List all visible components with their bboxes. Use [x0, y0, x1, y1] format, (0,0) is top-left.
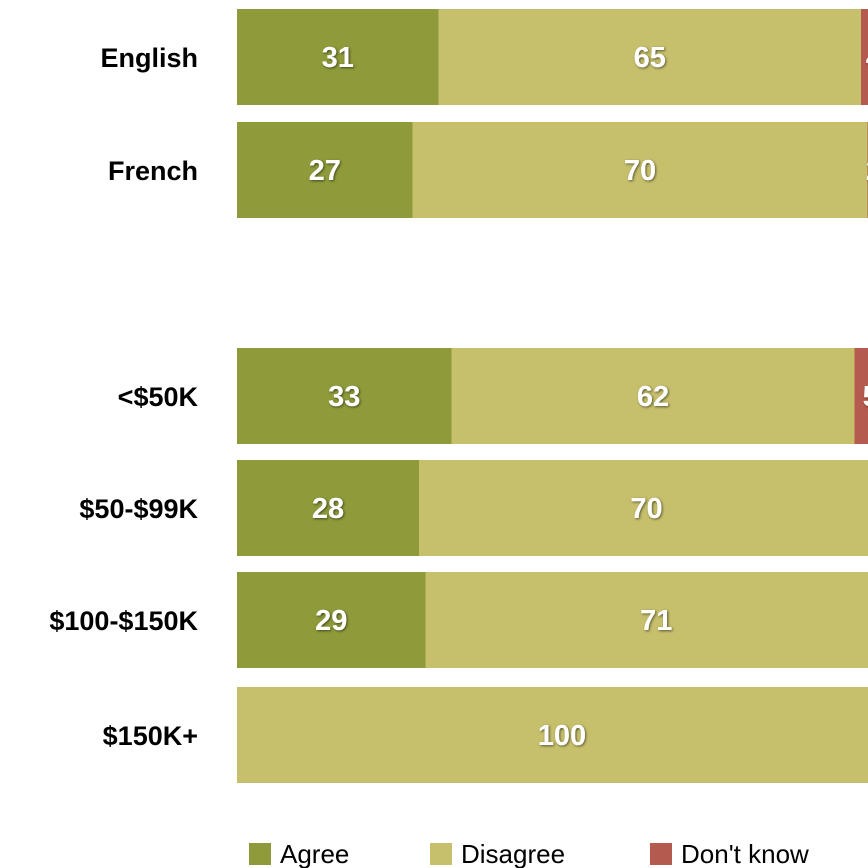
bar-disagree-100-150k	[425, 572, 868, 668]
data-label-disagree-french: 70	[624, 155, 656, 187]
bar-disagree-50-99k	[419, 460, 868, 556]
category-label-english: English	[100, 43, 198, 73]
bar-agree-english	[237, 9, 439, 105]
category-label-50-99k: $50-$99K	[79, 494, 198, 524]
data-label-don-t-know-50k: 5	[863, 381, 868, 413]
bar-agree-100-150k	[237, 572, 426, 668]
bar-disagree-150k	[237, 687, 868, 783]
legend-label-disagree: Disagree	[461, 839, 565, 868]
data-label-agree-english: 31	[322, 42, 354, 74]
data-label-don-t-know-english: 4	[866, 42, 868, 74]
legend-label-don-t-know: Don't know	[681, 839, 809, 868]
bar-agree-50k	[237, 348, 452, 444]
bar-agree-french	[237, 122, 413, 218]
data-label-disagree-150k: 100	[538, 720, 586, 752]
data-label-don-t-know-french: 2	[866, 155, 868, 187]
legend-swatch-agree	[249, 843, 271, 865]
bar-don-t-know-50k	[854, 348, 868, 444]
bar-agree-50-99k	[237, 460, 419, 556]
data-label-agree-50k: 33	[328, 381, 360, 413]
data-label-disagree-english: 65	[634, 42, 666, 74]
data-label-disagree-50-99k: 70	[630, 493, 662, 525]
bar-disagree-french	[412, 122, 868, 218]
data-label-agree-100-150k: 29	[315, 605, 347, 637]
data-label-disagree-100-150k: 71	[640, 605, 672, 637]
data-label-agree-50-99k: 28	[312, 493, 344, 525]
legend-swatch-disagree	[430, 843, 452, 865]
bar-disagree-50k	[451, 348, 855, 444]
bar-don-t-know-english	[861, 9, 868, 105]
legend-swatch-don-t-know	[650, 843, 672, 865]
category-label-150k: $150K+	[103, 721, 198, 751]
category-labels-layer: English French <$50K $50-$99K $100-$150K $150…	[49, 43, 198, 751]
bar-disagree-english	[438, 9, 861, 105]
legend-label-agree: Agree	[280, 839, 349, 868]
category-label-french: French	[108, 156, 198, 186]
category-label-50k: <$50K	[118, 382, 199, 412]
category-label-100-150k: $100-$150K	[49, 606, 198, 636]
data-label-disagree-50k: 62	[637, 381, 669, 413]
legend: Agree Disagree Don't know	[249, 839, 809, 868]
bars-layer: 316542770233625287022971100	[237, 9, 868, 783]
data-label-agree-french: 27	[309, 155, 341, 187]
